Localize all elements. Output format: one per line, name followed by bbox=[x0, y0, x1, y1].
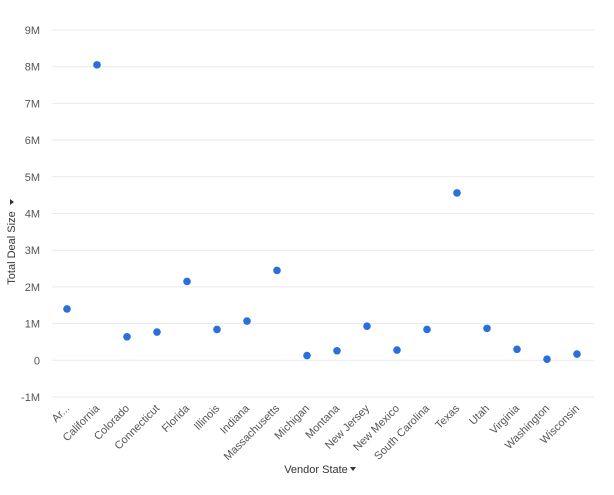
data-point[interactable] bbox=[213, 325, 221, 334]
caret-down-icon[interactable] bbox=[350, 467, 356, 471]
y-tick-label: 2M bbox=[25, 282, 40, 294]
x-axis-title-group[interactable]: Vendor State bbox=[284, 464, 356, 476]
y-tick-label: 1M bbox=[25, 319, 40, 331]
data-point[interactable] bbox=[453, 189, 461, 197]
y-tick-label: 4M bbox=[25, 209, 40, 221]
y-tick-label: 9M bbox=[25, 25, 40, 37]
data-point[interactable] bbox=[153, 328, 161, 336]
data-point[interactable] bbox=[273, 266, 281, 275]
data-point[interactable] bbox=[303, 351, 311, 360]
data-point[interactable] bbox=[363, 322, 371, 330]
x-tick-label: Utah bbox=[467, 403, 492, 428]
y-axis-ticks: -1M 0 1M 2M 3M 4M 5M 6M 7M 8M 9M bbox=[21, 25, 40, 404]
data-point[interactable] bbox=[123, 333, 131, 341]
data-point[interactable] bbox=[573, 350, 581, 358]
gridlines bbox=[52, 29, 594, 398]
y-tick-label: 8M bbox=[25, 62, 40, 74]
data-points bbox=[63, 61, 581, 363]
data-point[interactable] bbox=[333, 346, 341, 355]
y-axis-title-group[interactable]: Total Deal Size bbox=[6, 199, 18, 285]
y-tick-label: 7M bbox=[25, 98, 40, 110]
caret-down-icon[interactable] bbox=[10, 199, 14, 205]
data-point[interactable] bbox=[393, 346, 401, 354]
y-axis-title[interactable]: Total Deal Size bbox=[6, 211, 18, 284]
data-point[interactable] bbox=[423, 325, 431, 334]
data-point[interactable] bbox=[543, 355, 551, 363]
data-point[interactable] bbox=[183, 277, 191, 286]
x-axis-title[interactable]: Vendor State bbox=[284, 464, 348, 476]
data-point[interactable] bbox=[243, 317, 251, 325]
x-axis-ticks: Ar...CaliforniaColoradoConnecticutFlorid… bbox=[50, 402, 582, 463]
x-tick-label: Texas bbox=[433, 402, 462, 431]
data-point[interactable] bbox=[513, 345, 521, 354]
x-tick-label: Ar... bbox=[50, 403, 72, 425]
x-tick-label: Florida bbox=[160, 402, 193, 435]
data-point[interactable] bbox=[63, 305, 71, 313]
y-tick-label: 3M bbox=[25, 245, 40, 257]
y-tick-label: 6M bbox=[25, 135, 40, 147]
y-tick-label: -1M bbox=[21, 392, 40, 404]
data-point[interactable] bbox=[93, 61, 101, 69]
y-tick-label: 5M bbox=[25, 172, 40, 184]
y-tick-label: 0 bbox=[34, 355, 40, 367]
data-point[interactable] bbox=[483, 324, 491, 333]
x-tick-label: South Carolina bbox=[372, 402, 433, 463]
